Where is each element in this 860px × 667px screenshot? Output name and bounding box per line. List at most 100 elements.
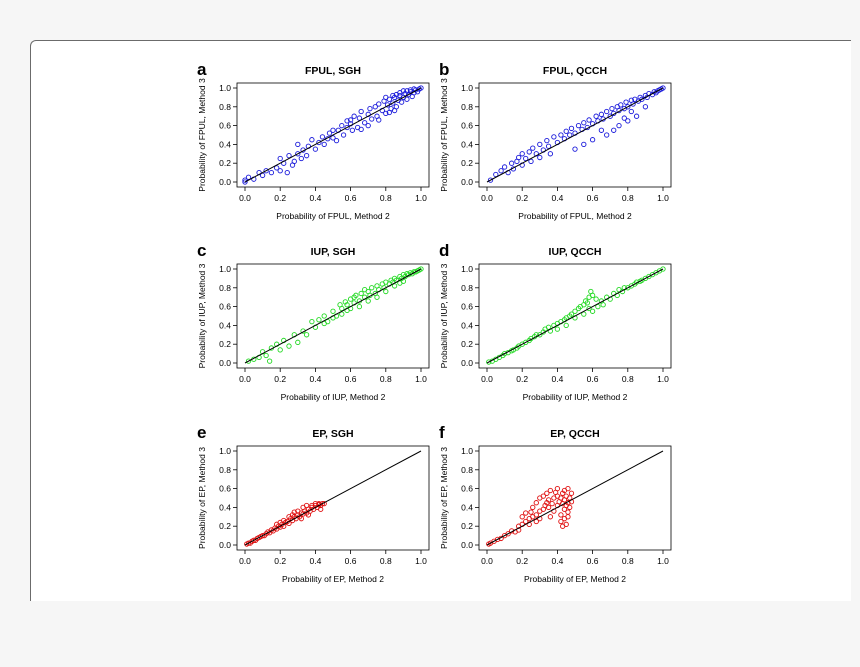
data-point [604, 108, 610, 115]
panel-title: EP, QCCH [550, 428, 599, 440]
data-point [537, 141, 543, 148]
data-point [300, 504, 306, 511]
data-point [526, 149, 532, 155]
data-point [568, 311, 575, 317]
data-point [565, 509, 571, 515]
data-point [365, 298, 371, 304]
data-point [547, 514, 554, 520]
data-point [398, 99, 405, 105]
reference-line [244, 87, 422, 183]
data-point [581, 120, 587, 126]
x-tick-label: 0.4 [309, 556, 321, 566]
data-point [330, 308, 336, 314]
data-point [589, 137, 596, 143]
data-point [407, 87, 414, 93]
panel-b: b FPUL, QCCH 0.0 0.2 0.4 0.6 0.8 1.0 0.0 0.2 0.4 0.… [439, 60, 672, 221]
data-point [516, 154, 522, 161]
data-point [554, 493, 561, 499]
data-point [303, 153, 310, 159]
panel-letter: d [439, 241, 449, 260]
data-point [266, 358, 273, 364]
x-tick-label: 0.2 [274, 556, 286, 566]
y-tick-label: 1.0 [461, 83, 473, 93]
data-point [351, 294, 357, 300]
reference-line [486, 450, 664, 546]
data-point [391, 107, 398, 114]
data-point [505, 531, 511, 537]
panel-letter: e [197, 423, 206, 442]
data-point [386, 109, 392, 116]
data-point [365, 122, 371, 129]
data-point [563, 128, 569, 134]
data-point [316, 317, 322, 323]
data-point [400, 278, 407, 284]
data-point [242, 179, 248, 185]
x-tick-label: 0.0 [481, 374, 493, 384]
data-point [298, 155, 304, 162]
data-point [549, 500, 555, 507]
data-point [598, 127, 605, 133]
data-point [501, 164, 508, 170]
data-point [540, 493, 546, 499]
data-point [660, 266, 666, 272]
data-point [523, 155, 529, 162]
y-tick-label: 0.2 [219, 339, 231, 349]
x-tick-label: 0.0 [481, 193, 493, 203]
data-point [554, 485, 561, 492]
x-tick-label: 0.8 [622, 193, 634, 203]
data-point [295, 508, 301, 514]
x-axis-label: Probability of IUP, Method 2 [523, 392, 628, 402]
data-point [545, 143, 552, 149]
data-point [321, 320, 327, 327]
data-point [563, 315, 569, 321]
data-point [340, 132, 347, 138]
y-tick-label: 0.4 [219, 320, 231, 330]
data-point [376, 117, 382, 123]
data-point [298, 516, 304, 522]
data-point [586, 117, 592, 123]
data-point [501, 350, 508, 357]
data-point [593, 113, 599, 119]
data-point [369, 285, 375, 291]
y-tick-label: 0.2 [461, 521, 473, 531]
x-tick-label: 0.0 [481, 556, 493, 566]
data-point [621, 115, 627, 121]
data-point [326, 130, 333, 136]
y-tick-label: 0.2 [219, 521, 231, 531]
x-axis-label: Probability of EP, Method 2 [282, 574, 384, 584]
data-point [390, 100, 396, 106]
data-point [339, 122, 345, 129]
y-axis-label: Probability of FPUL, Method 3 [197, 78, 207, 192]
data-point [390, 92, 396, 99]
data-point [537, 154, 543, 161]
data-point [595, 303, 601, 310]
data-point [486, 359, 492, 365]
data-point [362, 287, 368, 293]
reference-line [244, 450, 422, 546]
plot-frame [236, 82, 430, 188]
data-point [563, 322, 569, 329]
data-point [530, 145, 536, 151]
y-tick-label: 0.8 [461, 465, 473, 475]
x-tick-label: 1.0 [657, 374, 669, 384]
data-point [533, 518, 539, 525]
data-point [493, 171, 499, 178]
data-point [568, 125, 575, 132]
data-point [263, 168, 269, 174]
data-point [581, 311, 587, 317]
y-tick-label: 0.2 [461, 339, 473, 349]
data-point [625, 118, 631, 124]
data-point [305, 512, 312, 518]
data-point [347, 117, 354, 123]
data-point [330, 127, 336, 133]
panel-letter: b [439, 60, 449, 79]
x-tick-label: 0.2 [516, 556, 528, 566]
plot-frame [236, 263, 430, 369]
data-point [358, 290, 364, 297]
x-axis-label: Probability of FPUL, Method 2 [518, 211, 632, 221]
data-point [330, 135, 336, 141]
data-point [268, 169, 275, 176]
data-point [588, 288, 594, 295]
data-point [528, 158, 534, 164]
data-point [383, 94, 389, 101]
